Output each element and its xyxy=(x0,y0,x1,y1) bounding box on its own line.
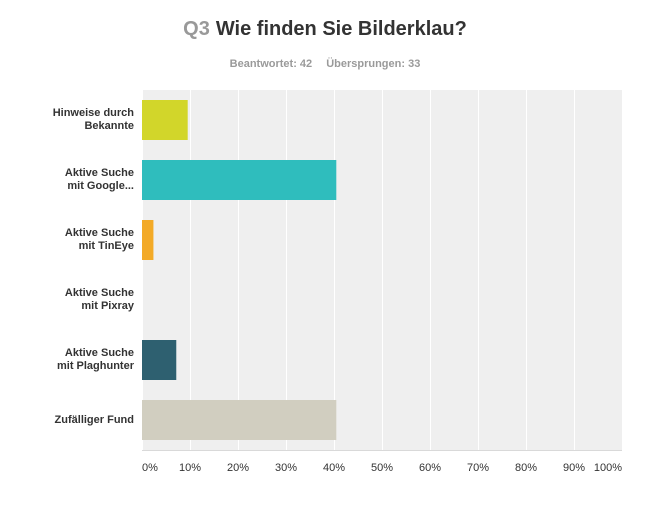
category-label-line: Bekannte xyxy=(84,120,134,132)
question-title: Wie finden Sie Bilderklau? xyxy=(215,18,467,40)
tick-label: 60% xyxy=(418,462,442,474)
category-label-line: Aktive Suche xyxy=(64,227,134,239)
chart-title: Q3 Wie finden Sie Bilderklau? xyxy=(0,18,650,41)
tick-label: 20% xyxy=(226,462,250,474)
bar-4[interactable] xyxy=(142,340,177,380)
category-label: Aktive Suche mit Pixray xyxy=(0,287,134,313)
category-label: Aktive Suche mit TinEye xyxy=(0,227,134,253)
category-label: Zufälliger Fund xyxy=(0,414,134,427)
bar-5[interactable] xyxy=(142,400,337,440)
tick-label: 90% xyxy=(562,462,586,474)
category-label-line: Hinweise durch xyxy=(52,107,134,119)
tick-label: 30% xyxy=(274,462,298,474)
tick-label: 40% xyxy=(322,462,346,474)
category-label: Aktive Suche mit Google... xyxy=(0,167,134,193)
question-number: Q3 xyxy=(183,18,210,40)
category-label-line: mit Pixray xyxy=(81,300,134,312)
response-stats: Beantwortet: 42 Übersprungen: 33 xyxy=(0,58,650,70)
category-label-line: Aktive Suche xyxy=(64,167,134,179)
tick-label: 10% xyxy=(178,462,202,474)
category-label-line: mit TinEye xyxy=(78,240,134,252)
bar-1[interactable] xyxy=(142,160,337,200)
tick-label: 50% xyxy=(370,462,394,474)
category-label-line: Zufälliger Fund xyxy=(54,413,134,426)
category-label: Hinweise durch Bekannte xyxy=(0,107,134,133)
tick-label: 0% xyxy=(142,462,158,474)
tick-label: 80% xyxy=(514,462,538,474)
category-label-line: Aktive Suche xyxy=(64,347,134,359)
answered-count: Beantwortet: 42 xyxy=(229,58,313,70)
category-label-line: Aktive Suche xyxy=(64,287,134,299)
tick-label: 100% xyxy=(593,462,623,474)
skipped-count: Übersprungen: 33 xyxy=(326,58,421,70)
bar-0[interactable] xyxy=(142,100,188,140)
tick-label: 70% xyxy=(466,462,490,474)
category-label: Aktive Suche mit Plaghunter xyxy=(0,347,134,373)
bar-2[interactable] xyxy=(142,220,154,260)
category-label-line: mit Plaghunter xyxy=(56,360,134,372)
category-label-line: mit Google... xyxy=(67,180,134,192)
